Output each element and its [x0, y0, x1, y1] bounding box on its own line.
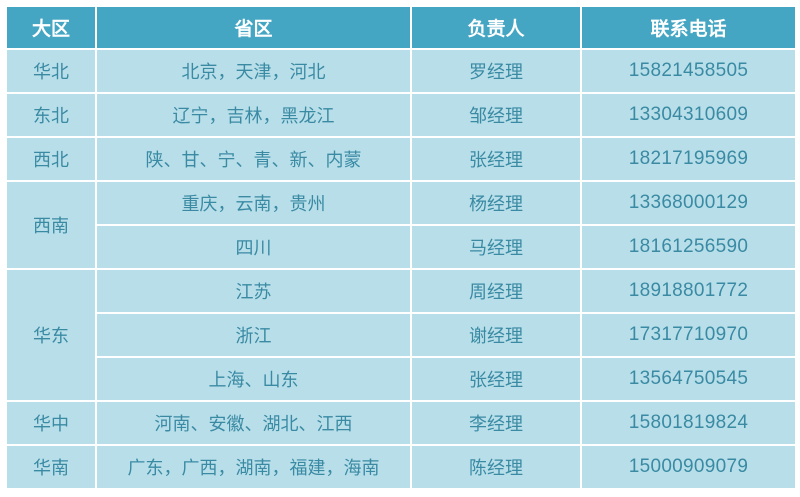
- header-manager: 负责人: [410, 5, 582, 50]
- header-row: 大区 省区 负责人 联系电话: [5, 5, 797, 50]
- phone-cell: 17317710970: [580, 312, 797, 358]
- phone-cell: 15000909079: [580, 444, 797, 490]
- phone-cell: 15801819824: [580, 400, 797, 446]
- phone-cell: 13564750545: [580, 356, 797, 402]
- table-row: 西北 陕、甘、宁、青、新、内蒙 张经理 18217195969: [5, 136, 797, 182]
- phone-cell: 13368000129: [580, 180, 797, 226]
- contact-table: 大区 省区 负责人 联系电话 华北 北京，天津，河北 罗经理 158214585…: [5, 5, 797, 490]
- region-cell: 西北: [5, 136, 97, 182]
- province-cell: 北京，天津，河北: [95, 48, 412, 94]
- header-region: 大区: [5, 5, 97, 50]
- phone-cell: 18217195969: [580, 136, 797, 182]
- header-phone: 联系电话: [580, 5, 797, 50]
- table-row: 上海、山东 张经理 13564750545: [6, 356, 797, 402]
- manager-cell: 谢经理: [410, 312, 582, 358]
- phone-cell: 13304310609: [580, 92, 797, 138]
- manager-cell: 杨经理: [410, 180, 582, 226]
- province-cell: 上海、山东: [95, 356, 412, 402]
- table-row: 华南 广东，广西，湖南，福建，海南 陈经理 15000909079: [5, 444, 797, 490]
- manager-cell: 陈经理: [410, 444, 582, 490]
- province-cell: 重庆，云南，贵州: [95, 180, 412, 226]
- header-province: 省区: [95, 5, 412, 50]
- table-row: 华中 河南、安徽、湖北、江西 李经理 15801819824: [5, 400, 797, 446]
- phone-cell: 15821458505: [580, 48, 797, 94]
- province-cell: 浙江: [95, 312, 412, 358]
- manager-cell: 李经理: [410, 400, 582, 446]
- manager-cell: 罗经理: [410, 48, 582, 94]
- phone-cell: 18918801772: [580, 268, 797, 314]
- province-cell: 辽宁，吉林，黑龙江: [95, 92, 412, 138]
- region-cell: 华中: [5, 400, 97, 446]
- table-row: 四川 马经理 18161256590: [6, 224, 797, 270]
- manager-cell: 邹经理: [410, 92, 582, 138]
- manager-cell: 张经理: [410, 356, 582, 402]
- manager-cell: 周经理: [410, 268, 582, 314]
- province-cell: 河南、安徽、湖北、江西: [95, 400, 412, 446]
- manager-cell: 马经理: [410, 224, 582, 270]
- region-cell: 东北: [5, 92, 97, 138]
- table-row: 浙江 谢经理 17317710970: [6, 312, 797, 358]
- province-cell: 陕、甘、宁、青、新、内蒙: [95, 136, 412, 182]
- phone-cell: 18161256590: [580, 224, 797, 270]
- table-row: 华北 北京，天津，河北 罗经理 15821458505: [5, 48, 797, 94]
- table-row: 西南 重庆，云南，贵州 杨经理 13368000129: [5, 180, 797, 270]
- region-cell: 华东: [5, 268, 97, 402]
- region-cell: 西南: [5, 180, 97, 270]
- table-row: 华东 江苏 周经理 18918801772: [5, 268, 797, 402]
- province-cell: 江苏: [95, 268, 412, 314]
- region-cell: 华南: [5, 444, 97, 490]
- province-cell: 广东，广西，湖南，福建，海南: [95, 444, 412, 490]
- table-row: 东北 辽宁，吉林，黑龙江 邹经理 13304310609: [5, 92, 797, 138]
- region-cell: 华北: [5, 48, 97, 94]
- province-cell: 四川: [95, 224, 412, 270]
- manager-cell: 张经理: [410, 136, 582, 182]
